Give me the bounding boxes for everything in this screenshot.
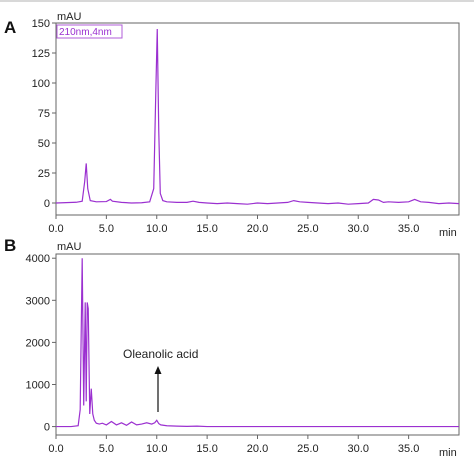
panel-a-x-tick-label: 25.0 — [297, 223, 318, 235]
panel-b-x-tick-label: 15.0 — [196, 443, 217, 455]
panel-b-y-tick-label: 3000 — [26, 295, 50, 307]
panel-a-series-line — [55, 28, 460, 205]
panel-a-x-tick-label: 0.0 — [48, 223, 63, 235]
panel-a-y-tick-label: 100 — [32, 78, 50, 90]
chromatogram-panel-a: A mAU min 0.0 5.0 10.0 15.0 20.0 25.0 30.0 35.0… — [4, 11, 460, 239]
panel-a-x-tick-label: 35.0 — [398, 223, 419, 235]
panel-b-y-tick-label: 4000 — [26, 253, 50, 265]
panel-b-x-tick-label: 5.0 — [99, 443, 114, 455]
panel-a-x-tick-label: 20.0 — [247, 223, 268, 235]
panel-a-x-tick-label: 30.0 — [348, 223, 369, 235]
panel-a-y-tick-label: 50 — [38, 138, 50, 150]
panel-a-x-tick-label: 5.0 — [99, 223, 114, 235]
panel-a-y-tick-label: 150 — [32, 18, 50, 30]
panel-b-x-tick-label: 35.0 — [398, 443, 419, 455]
panel-a-letter: A — [4, 18, 16, 37]
oleanolic-acid-arrowhead — [154, 366, 162, 374]
panel-b-series-line — [56, 258, 459, 428]
panel-a-y-tick-label: 0 — [44, 198, 50, 210]
panel-b-y-tick-label: 0 — [44, 422, 50, 434]
panel-b-x-tick-label: 30.0 — [348, 443, 369, 455]
panel-a-x-tick-label: 10.0 — [146, 223, 167, 235]
oleanolic-acid-annotation: Oleanolic acid — [123, 347, 198, 361]
panel-b-x-tick-label: 25.0 — [297, 443, 318, 455]
panel-a-y-tick-label: 125 — [32, 48, 50, 60]
panel-a-plot-frame — [55, 22, 460, 216]
panel-a-y-unit: mAU — [57, 11, 82, 23]
panel-b-y-tick-label: 2000 — [26, 337, 50, 349]
panel-b-x-unit: min — [439, 447, 457, 459]
chromatogram-panel-b: B mAU min 0.0 5.0 10.0 15.0 20.0 25.0 30.0 35.0… — [4, 236, 460, 459]
panel-a-y-tick-label: 75 — [38, 108, 50, 120]
panel-a-x-unit: min — [439, 227, 457, 239]
panel-b-y-unit: mAU — [57, 241, 82, 253]
panel-b-x-tick-label: 20.0 — [247, 443, 268, 455]
panel-b-x-tick-label: 0.0 — [48, 443, 63, 455]
panel-a-x-tick-label: 15.0 — [196, 223, 217, 235]
panel-a-legend-label: 210nm,4nm — [59, 27, 112, 38]
panel-b-plot-frame — [55, 253, 460, 436]
panel-a-y-tick-label: 25 — [38, 168, 50, 180]
panel-b-letter: B — [4, 236, 16, 255]
panel-a-legend-box — [56, 24, 123, 39]
panel-b-x-tick-label: 10.0 — [146, 443, 167, 455]
panel-b-y-tick-label: 1000 — [26, 379, 50, 391]
